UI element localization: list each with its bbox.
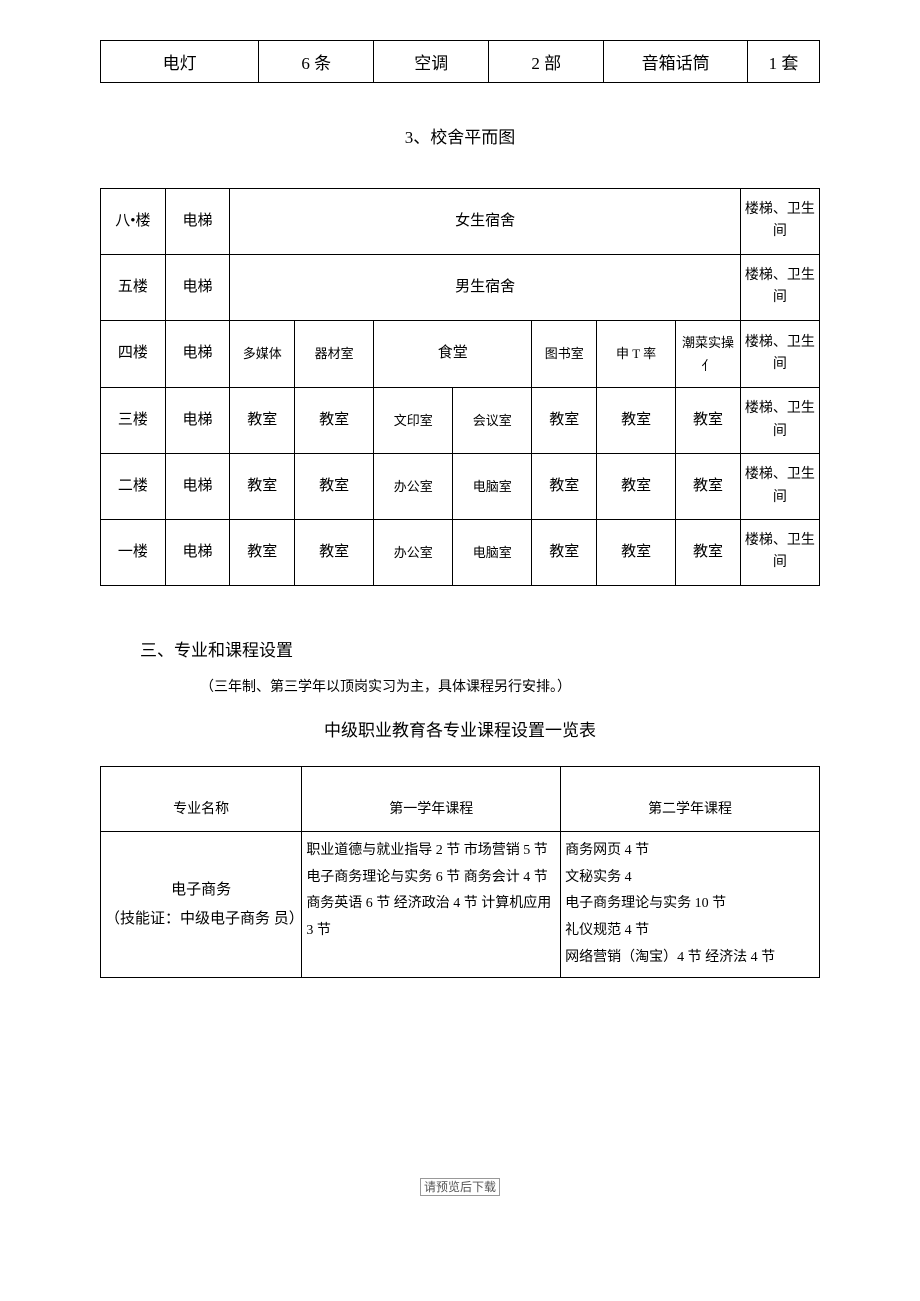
elevator-cell: 电梯	[165, 388, 230, 454]
room-cell: 教室	[597, 519, 676, 585]
table-row: 一楼电梯教室教室办公室电脑室教室教室教室楼梯、卫生间	[101, 519, 820, 585]
room-cell: 教室	[230, 388, 295, 454]
room-cell: 食堂	[374, 320, 532, 388]
col-header: 第一学年课程	[302, 766, 561, 832]
table-row: 专业名称 第一学年课程 第二学年课程	[101, 766, 820, 832]
room-cell: 会议室	[453, 388, 532, 454]
room-cell: 教室	[597, 388, 676, 454]
room-cell: 电脑室	[453, 519, 532, 585]
room-cell: 教室	[532, 454, 597, 520]
major-cell: 电子商务 （技能证：中级电子商务 员）	[101, 832, 302, 978]
table-row: 二楼电梯教室教室办公室电脑室教室教室教室楼梯、卫生间	[101, 454, 820, 520]
room-cell: 教室	[676, 519, 741, 585]
stairs-cell: 楼梯、卫生间	[740, 519, 819, 585]
section-heading-majors: 三、专业和课程设置	[140, 636, 820, 661]
equipment-table: 电灯 6 条 空调 2 部 音箱话筒 1 套	[100, 40, 820, 83]
elevator-cell: 电梯	[165, 254, 230, 320]
floor-cell: 一楼	[101, 519, 166, 585]
room-cell: 申 T 率	[597, 320, 676, 388]
room-cell: 潮菜实操亻	[676, 320, 741, 388]
courses-table: 专业名称 第一学年课程 第二学年课程 电子商务 （技能证：中级电子商务 员） 职…	[100, 766, 820, 979]
room-cell: 电脑室	[453, 454, 532, 520]
footer-text: 请预览后下载	[420, 1178, 500, 1196]
room-cell: 教室	[532, 388, 597, 454]
floor-cell: 四楼	[101, 320, 166, 388]
footer: 请预览后下载	[100, 1178, 820, 1195]
cell: 音箱话筒	[604, 41, 748, 83]
room-cell: 办公室	[374, 519, 453, 585]
section-title-floorplan: 3、校舍平而图	[100, 123, 820, 148]
room-cell: 教室	[532, 519, 597, 585]
elevator-cell: 电梯	[165, 320, 230, 388]
courses-subtitle: 中级职业教育各专业课程设置一览表	[100, 716, 820, 741]
stairs-cell: 楼梯、卫生间	[740, 254, 819, 320]
elevator-cell: 电梯	[165, 189, 230, 255]
floor-cell: 三楼	[101, 388, 166, 454]
room-cell: 教室	[676, 454, 741, 520]
floor-cell: 二楼	[101, 454, 166, 520]
table-row: 四楼电梯多媒体器材室食堂图书室申 T 率潮菜实操亻楼梯、卫生间	[101, 320, 820, 388]
room-cell: 女生宿舍	[230, 189, 740, 255]
stairs-cell: 楼梯、卫生间	[740, 320, 819, 388]
room-cell: 教室	[676, 388, 741, 454]
room-cell: 教室	[295, 519, 374, 585]
room-cell: 器材室	[295, 320, 374, 388]
cell: 2 部	[489, 41, 604, 83]
stairs-cell: 楼梯、卫生间	[740, 189, 819, 255]
cell: 空调	[374, 41, 489, 83]
room-cell: 教室	[230, 454, 295, 520]
room-cell: 办公室	[374, 454, 453, 520]
year2-cell: 商务网页 4 节 文秘实务 4 电子商务理论与实务 10 节 礼仪规范 4 节 …	[561, 832, 820, 978]
room-cell: 教室	[597, 454, 676, 520]
floorplan-table: 八•楼电梯女生宿舍楼梯、卫生间五楼电梯男生宿舍楼梯、卫生间四楼电梯多媒体器材室食…	[100, 188, 820, 586]
col-header: 第二学年课程	[561, 766, 820, 832]
room-cell: 教室	[295, 454, 374, 520]
stairs-cell: 楼梯、卫生间	[740, 388, 819, 454]
table-row: 五楼电梯男生宿舍楼梯、卫生间	[101, 254, 820, 320]
elevator-cell: 电梯	[165, 519, 230, 585]
cell: 6 条	[259, 41, 374, 83]
table-row: 电灯 6 条 空调 2 部 音箱话筒 1 套	[101, 41, 820, 83]
floor-cell: 五楼	[101, 254, 166, 320]
table-row: 八•楼电梯女生宿舍楼梯、卫生间	[101, 189, 820, 255]
table-row: 电子商务 （技能证：中级电子商务 员） 职业道德与就业指导 2 节 市场营销 5…	[101, 832, 820, 978]
room-cell: 教室	[295, 388, 374, 454]
room-cell: 教室	[230, 519, 295, 585]
cell: 1 套	[748, 41, 820, 83]
room-cell: 文印室	[374, 388, 453, 454]
table-row: 三楼电梯教室教室文印室会议室教室教室教室楼梯、卫生间	[101, 388, 820, 454]
year1-cell: 职业道德与就业指导 2 节 市场营销 5 节 电子商务理论与实务 6 节 商务会…	[302, 832, 561, 978]
floor-cell: 八•楼	[101, 189, 166, 255]
room-cell: 男生宿舍	[230, 254, 740, 320]
elevator-cell: 电梯	[165, 454, 230, 520]
room-cell: 图书室	[532, 320, 597, 388]
col-header: 专业名称	[101, 766, 302, 832]
major-cert: （技能证：中级电子商务 员）	[105, 905, 297, 934]
note-text: （三年制、第三学年以顶岗实习为主，具体课程另行安排。）	[200, 676, 820, 696]
room-cell: 多媒体	[230, 320, 295, 388]
stairs-cell: 楼梯、卫生间	[740, 454, 819, 520]
cell: 电灯	[101, 41, 259, 83]
major-name: 电子商务	[105, 876, 297, 905]
